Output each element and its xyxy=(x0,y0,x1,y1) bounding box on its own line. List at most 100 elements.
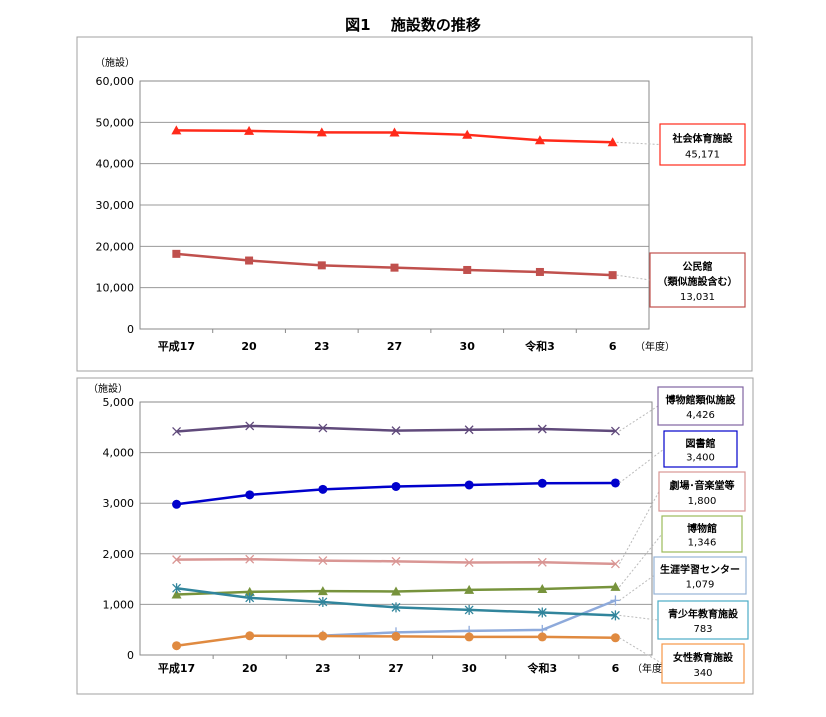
y-tick-label: 60,000 xyxy=(96,75,135,88)
y-tick-label: 3,000 xyxy=(103,497,135,510)
marker-stroke xyxy=(245,421,255,431)
series-label-box xyxy=(657,600,749,640)
x-tick-label: 令和3 xyxy=(526,661,557,675)
data-point xyxy=(245,631,255,641)
data-point xyxy=(391,631,401,641)
data-point xyxy=(607,137,618,147)
data-point xyxy=(245,490,255,500)
series-label-value: 13,031 xyxy=(680,292,715,303)
marker-stroke xyxy=(391,556,401,566)
data-point xyxy=(318,631,328,641)
data-point xyxy=(172,641,182,651)
chart-panel-1: 0 10,000 20,000 30,000 40,000 50,000 60,000 平成1… xyxy=(76,36,753,372)
series-label-value: 4,426 xyxy=(686,410,715,421)
data-point xyxy=(610,426,620,436)
data-point xyxy=(172,249,181,258)
leader-line xyxy=(619,575,655,601)
series-label-value: 783 xyxy=(693,624,712,635)
data-point xyxy=(244,586,255,596)
data-point xyxy=(391,426,401,436)
series-博物館: 博物館 1,346 xyxy=(171,515,743,599)
series-女性教育施設: 女性教育施設 340 xyxy=(172,631,745,684)
data-point xyxy=(464,604,474,615)
series-label-value: 3,400 xyxy=(686,453,715,464)
data-point xyxy=(610,581,621,591)
marker-stroke xyxy=(172,555,182,565)
x-tick-label: 30 xyxy=(461,662,477,675)
data-point xyxy=(391,586,401,596)
series-label-value: 1,079 xyxy=(686,579,715,590)
series-label-name: 女性教育施設 xyxy=(673,651,734,664)
leader-line xyxy=(619,637,663,664)
marker-stroke xyxy=(391,426,401,436)
series-青少年教育施設: 青少年教育施設 783 xyxy=(172,583,749,640)
x-tick-label: 6 xyxy=(612,662,620,675)
data-point xyxy=(464,632,474,642)
series-label-box xyxy=(663,430,738,468)
data-point xyxy=(318,556,328,566)
data-point xyxy=(391,556,401,566)
y-tick-label: 40,000 xyxy=(96,158,135,171)
leader-line xyxy=(616,141,661,145)
leader-line xyxy=(619,448,665,484)
data-point xyxy=(608,271,617,280)
series-label-box xyxy=(661,515,743,553)
leader-line xyxy=(619,533,663,588)
series-label-name: 生涯学習センター xyxy=(660,563,740,576)
data-point xyxy=(610,595,621,606)
marker-stroke xyxy=(464,558,474,568)
series-公民館: 公民館 （類似施設含む） 13,031 xyxy=(172,249,746,308)
data-point xyxy=(317,261,326,270)
marker-stroke xyxy=(172,426,182,436)
x-tick-label: 平成17 xyxy=(158,339,195,353)
data-point xyxy=(172,583,182,594)
x-tick-label: 20 xyxy=(242,662,258,675)
data-point xyxy=(316,127,327,137)
y-tick-label: 5,000 xyxy=(103,396,135,409)
data-point xyxy=(464,480,474,490)
series-label-name: 公民館 xyxy=(683,260,713,273)
y-axis-label: （施設） xyxy=(95,56,135,69)
y-tick-label: 10,000 xyxy=(96,282,135,295)
y-tick-label: 4,000 xyxy=(103,447,135,460)
data-point xyxy=(172,499,182,509)
leader-line xyxy=(616,274,651,281)
x-tick-label: 27 xyxy=(388,662,403,675)
y-tick-label: 20,000 xyxy=(96,240,135,253)
series-label-box xyxy=(657,386,744,426)
series-label-value: 1,800 xyxy=(688,496,717,507)
marker-stroke xyxy=(537,424,547,434)
data-point xyxy=(534,135,545,145)
x-tick-label: 30 xyxy=(460,340,476,353)
data-point xyxy=(245,256,254,265)
series-生涯学習センター: 生涯学習センター 1,079 xyxy=(317,556,747,641)
x-tick-label: 23 xyxy=(314,340,329,353)
series-label-name: 社会体育施設 xyxy=(672,132,734,145)
plot-area xyxy=(139,401,653,656)
series-劇場･音楽堂等: 劇場･音楽堂等 1,800 xyxy=(172,471,746,569)
data-point xyxy=(537,424,547,434)
panel-border xyxy=(76,36,753,372)
data-point xyxy=(537,583,548,593)
data-point xyxy=(391,602,401,613)
data-point xyxy=(245,592,255,603)
series-label-name: 図書館 xyxy=(686,437,716,450)
series-label-box xyxy=(653,556,747,595)
series-博物館類似施設: 博物館類似施設 4,426 xyxy=(172,386,744,436)
data-point xyxy=(464,584,475,594)
data-point xyxy=(464,558,474,568)
series-label-name: （類似施設含む） xyxy=(658,275,738,288)
data-point xyxy=(463,265,472,274)
series-label-value: 340 xyxy=(693,668,712,679)
marker-stroke xyxy=(318,556,328,566)
series-図書館: 図書館 3,400 xyxy=(172,430,738,509)
y-axis-label: （施設） xyxy=(88,382,128,395)
series-label-name: 劇場･音楽堂等 xyxy=(670,479,735,492)
series-label-box xyxy=(649,252,746,308)
series-label-box xyxy=(658,471,746,512)
data-point xyxy=(537,478,547,488)
x-tick-label: 令和3 xyxy=(524,339,555,353)
data-point xyxy=(610,610,620,621)
data-point xyxy=(318,484,328,494)
y-tick-label: 30,000 xyxy=(96,199,135,212)
